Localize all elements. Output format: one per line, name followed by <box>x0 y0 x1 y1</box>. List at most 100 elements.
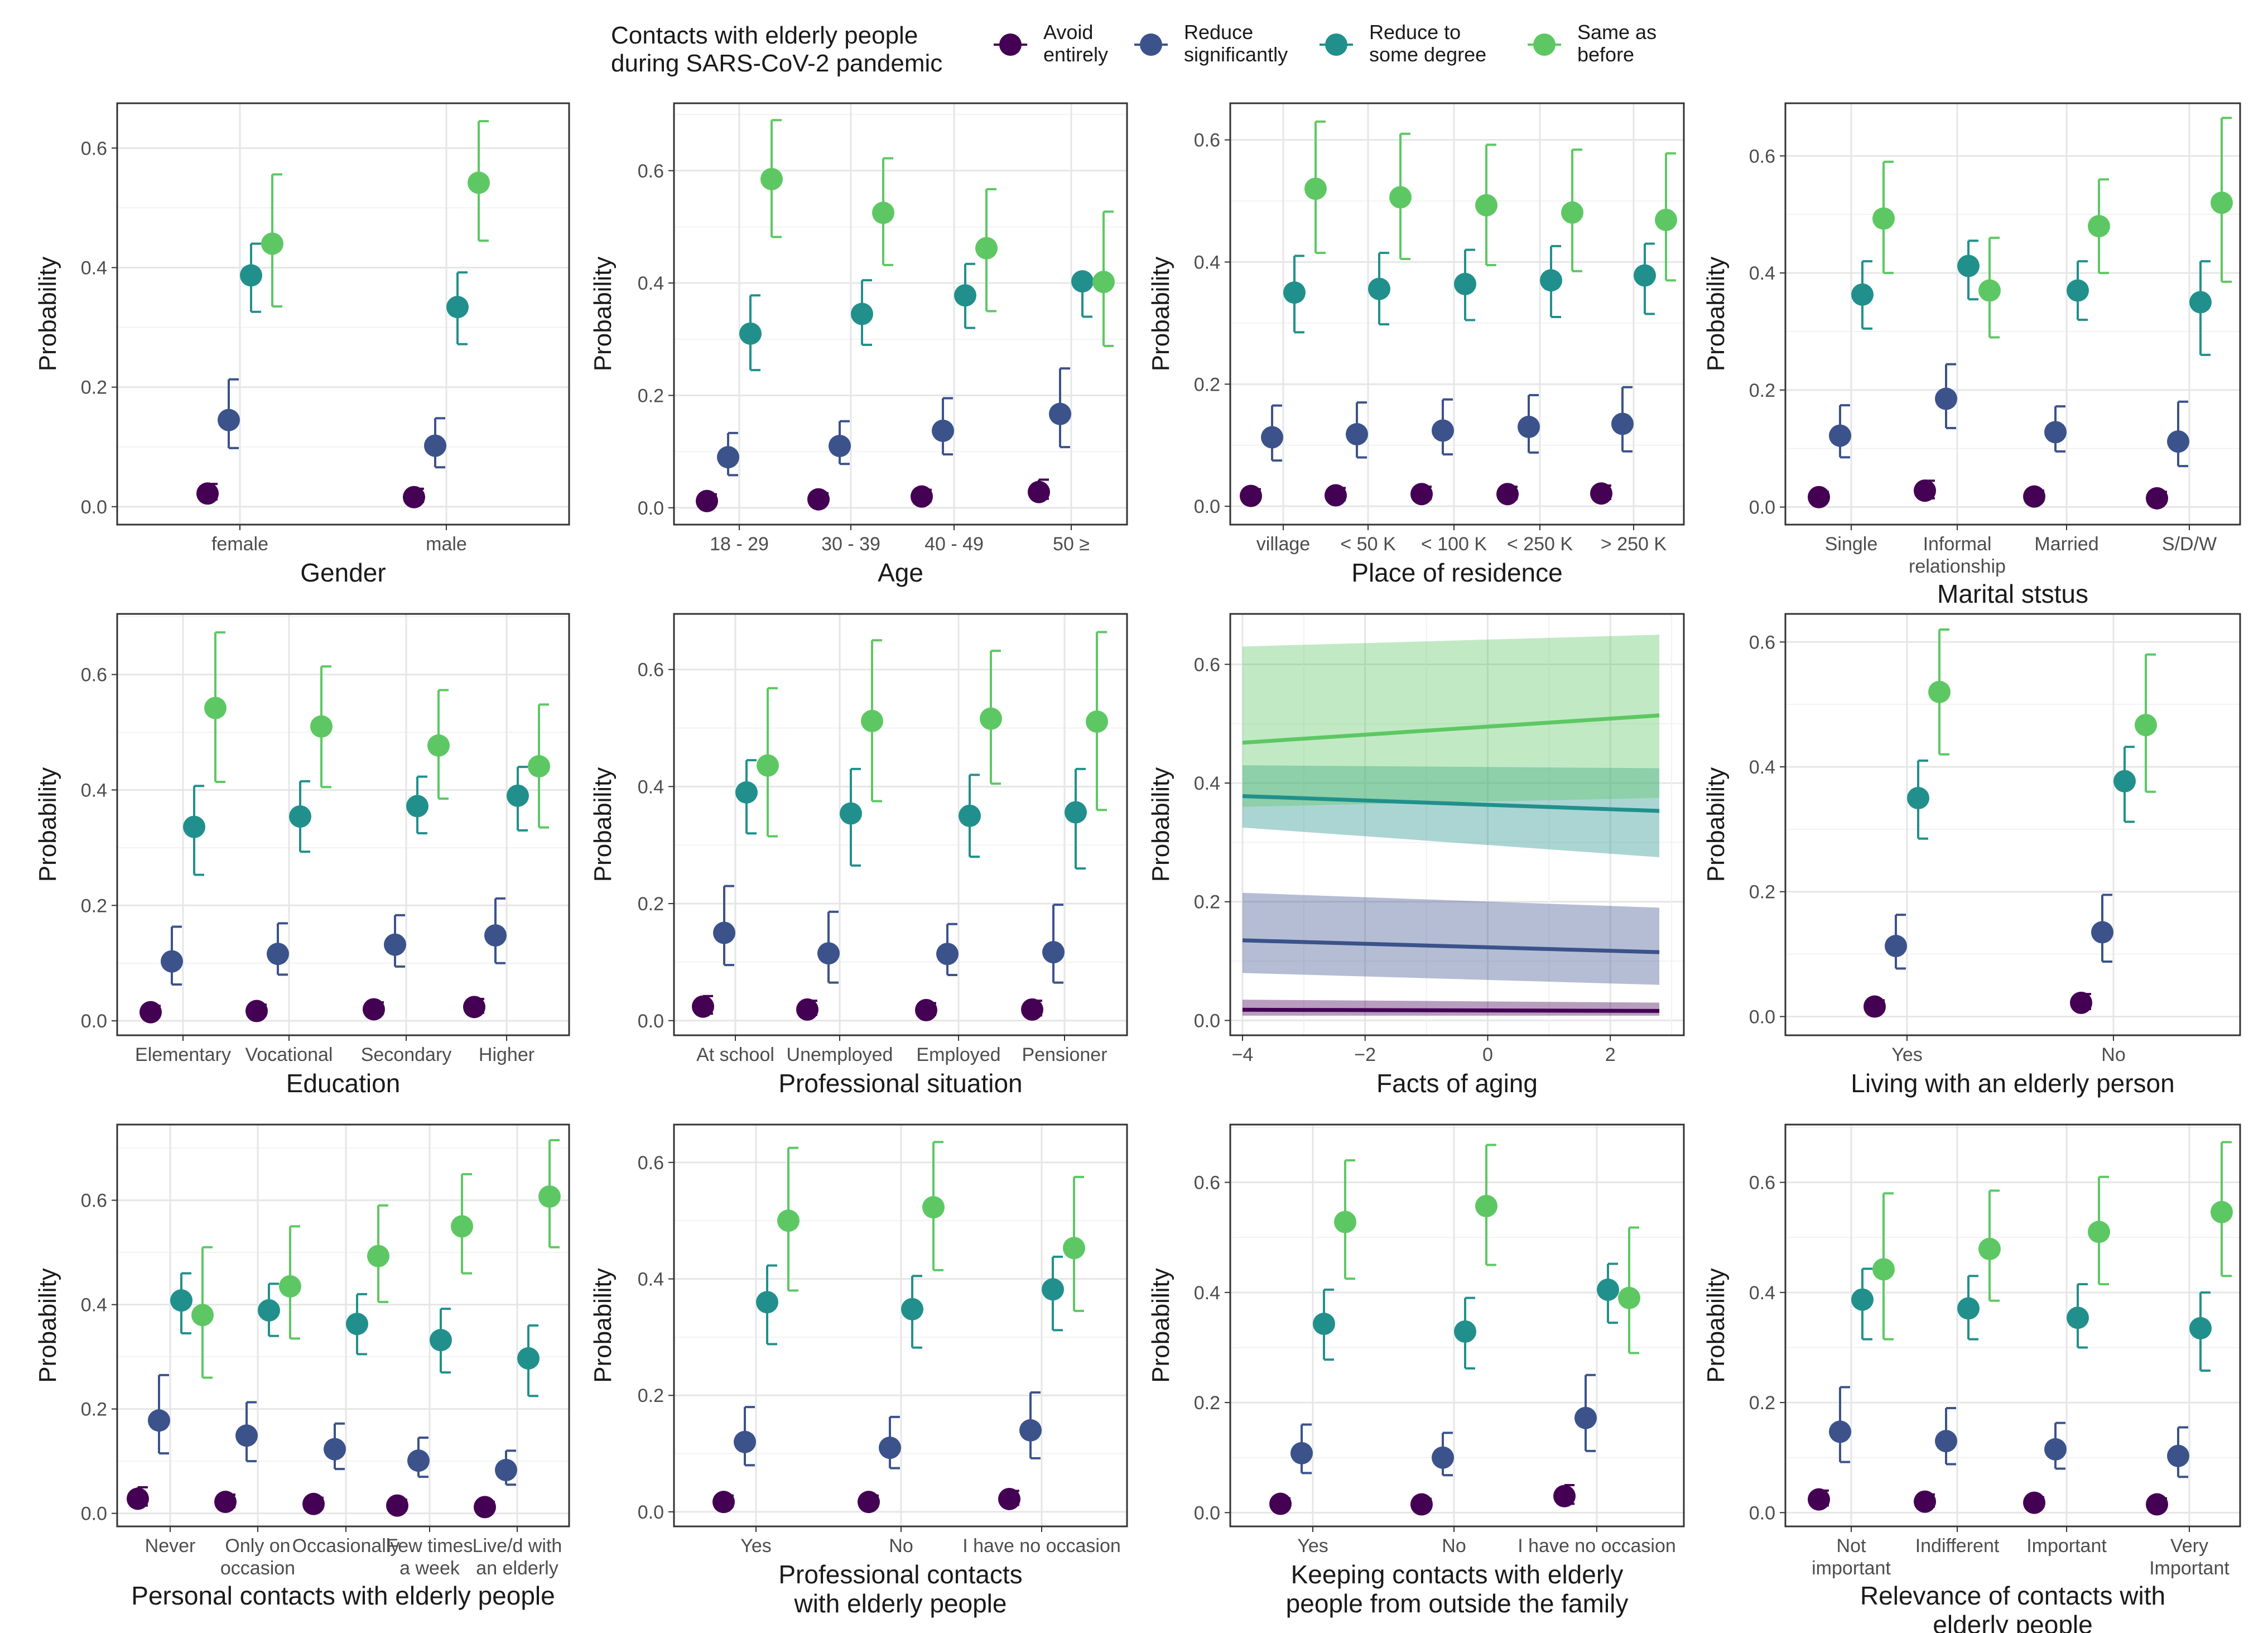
panel-background <box>1785 614 2240 1035</box>
x-tick-label: an elderly <box>476 1558 558 1579</box>
data-point <box>1851 1288 1874 1311</box>
data-point <box>796 998 818 1021</box>
panel-background <box>674 103 1127 525</box>
data-point <box>1313 1313 1335 1336</box>
x-tick-label: Occasionally <box>292 1535 400 1557</box>
data-point <box>127 1487 149 1510</box>
data-point <box>1432 419 1454 442</box>
data-point <box>1590 482 1612 505</box>
data-point <box>1283 281 1306 304</box>
x-tick-label: Vocational <box>245 1044 333 1065</box>
y-tick-label: 0.6 <box>638 1152 664 1174</box>
data-point <box>1019 1419 1042 1442</box>
x-axis-title: Personal contacts with elderly people <box>131 1581 555 1610</box>
data-point <box>1021 998 1043 1021</box>
data-point <box>1574 1406 1597 1429</box>
x-tick-label: Elementary <box>135 1044 231 1065</box>
data-point <box>2067 1307 2089 1329</box>
y-axis-title: Probability <box>1147 1268 1174 1382</box>
data-point <box>1655 208 1677 231</box>
y-axis-title: Probability <box>1147 257 1174 371</box>
x-tick-label: No <box>2101 1044 2125 1065</box>
y-tick-label: 0.6 <box>1749 146 1775 167</box>
x-axis-title: Place of residence <box>1351 558 1562 587</box>
confidence-band <box>1242 765 1660 857</box>
data-point <box>1325 484 1347 507</box>
data-point <box>1240 484 1262 507</box>
y-tick-label: 0.4 <box>1749 263 1775 284</box>
data-point <box>183 815 205 838</box>
data-point <box>1808 486 1830 508</box>
data-point <box>807 488 830 511</box>
x-tick-label: 40 - 49 <box>924 534 984 555</box>
data-point <box>915 998 937 1021</box>
data-point <box>2146 487 2168 510</box>
x-axis-title: Marital ststus <box>1937 579 2088 608</box>
data-point <box>817 942 840 965</box>
data-point <box>196 482 219 505</box>
y-tick-label: 0.4 <box>638 1269 664 1290</box>
data-point <box>1561 201 1583 224</box>
y-tick-label: 0.0 <box>1194 496 1220 517</box>
series-line <box>1242 794 1660 813</box>
legend-key-point <box>1533 33 1556 56</box>
data-point <box>1907 786 1929 809</box>
panel-facts-of-aging: 0.0 0.2 0.4 0.6 −4 −2 0 2 Probability Facts of ag… <box>1147 613 1685 1098</box>
y-tick-label: 0.4 <box>638 273 664 294</box>
data-point <box>1496 483 1519 506</box>
data-point <box>407 1449 430 1472</box>
panel-border <box>673 613 1128 1036</box>
data-point <box>717 446 739 469</box>
data-point <box>1553 1485 1576 1507</box>
x-axis-title: Living with an elderly person <box>1851 1069 2174 1098</box>
y-tick-label: 0.6 <box>638 161 664 182</box>
data-point <box>2135 714 2157 737</box>
x-tick-label: Pensioner <box>1022 1044 1107 1065</box>
data-point <box>1410 483 1433 506</box>
x-tick-label: female <box>211 534 268 555</box>
data-point <box>2023 1491 2045 1514</box>
data-point <box>1518 415 1540 438</box>
data-point <box>1935 1430 1957 1453</box>
data-point <box>998 1487 1020 1510</box>
legend-key-point <box>1140 33 1162 56</box>
y-axis-title: Probability <box>1702 1268 1730 1382</box>
data-point <box>954 284 976 307</box>
data-point <box>1042 941 1065 964</box>
x-axis-title: Age <box>878 558 923 587</box>
x-axis-title: elderly people <box>1933 1610 2092 1633</box>
data-point <box>139 1001 162 1024</box>
data-point <box>495 1459 517 1482</box>
data-point <box>1978 1237 2001 1260</box>
legend-title-line-1: Contacts with elderly people <box>611 22 918 49</box>
data-point <box>2044 421 2067 444</box>
x-tick-label: Indifferent <box>1915 1535 2000 1557</box>
data-point <box>1042 1278 1064 1301</box>
data-point <box>1851 283 1874 306</box>
x-tick-label: Only on <box>225 1535 290 1557</box>
x-axis-title: Facts of aging <box>1376 1069 1538 1098</box>
data-point <box>2023 485 2045 508</box>
panel-gender: 0.0 0.2 0.4 0.6 female male Probability Gender <box>34 102 570 587</box>
data-point <box>1829 424 1851 447</box>
y-tick-label: 0.6 <box>1749 632 1775 653</box>
x-tick-label: < 50 K <box>1340 534 1396 555</box>
y-tick-label: 0.0 <box>1749 1006 1775 1027</box>
data-point <box>1540 269 1562 292</box>
data-point <box>696 489 718 512</box>
legend-entry-label: some degree <box>1369 43 1486 66</box>
x-tick-label: No <box>889 1535 913 1557</box>
x-tick-label: I have no occasion <box>1518 1535 1676 1557</box>
series-line <box>1242 938 1660 954</box>
data-point <box>446 296 469 319</box>
data-point <box>1872 207 1895 230</box>
y-tick-label: 0.2 <box>1749 380 1775 401</box>
data-point <box>517 1347 540 1370</box>
data-point <box>1611 412 1634 435</box>
legend-entry-label: before <box>1577 43 1634 66</box>
x-tick-label: Single <box>1825 534 1878 555</box>
